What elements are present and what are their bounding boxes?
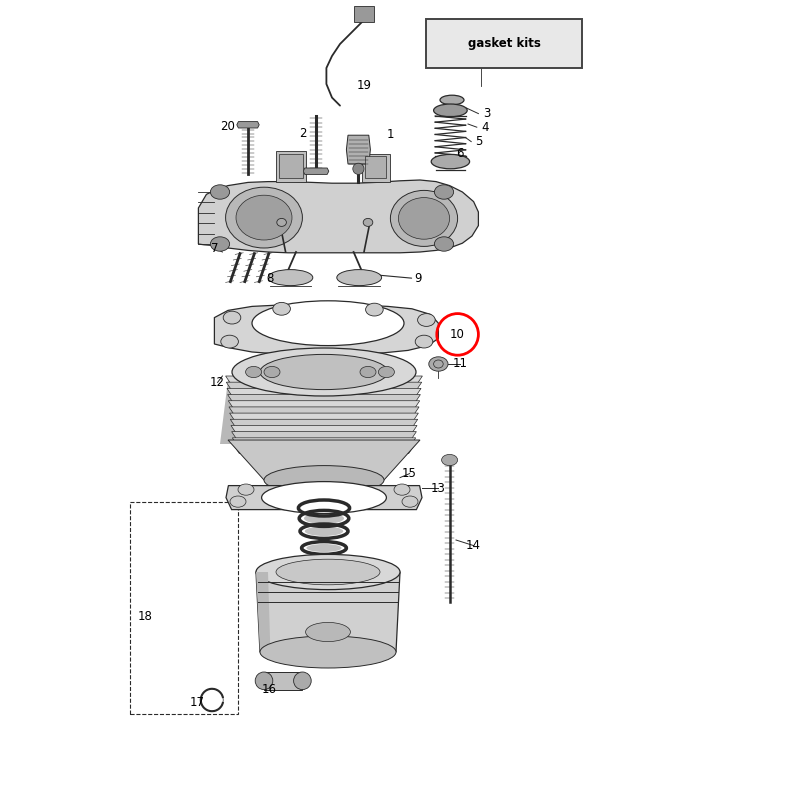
Text: 10: 10 <box>450 328 465 341</box>
Ellipse shape <box>238 484 254 495</box>
Ellipse shape <box>304 513 344 524</box>
Ellipse shape <box>256 554 400 590</box>
Ellipse shape <box>353 163 364 174</box>
Polygon shape <box>233 444 415 454</box>
Polygon shape <box>228 440 420 480</box>
Ellipse shape <box>306 622 350 642</box>
Ellipse shape <box>360 366 376 378</box>
Ellipse shape <box>230 496 246 507</box>
FancyBboxPatch shape <box>426 19 582 68</box>
Ellipse shape <box>394 484 410 495</box>
Ellipse shape <box>210 237 230 251</box>
Ellipse shape <box>434 104 467 117</box>
Ellipse shape <box>252 301 404 346</box>
Ellipse shape <box>363 218 373 226</box>
Polygon shape <box>227 388 421 398</box>
Ellipse shape <box>337 270 382 286</box>
Ellipse shape <box>440 95 464 105</box>
Text: 15: 15 <box>402 467 417 480</box>
Text: 14: 14 <box>466 539 481 552</box>
Polygon shape <box>220 380 244 444</box>
Text: 8: 8 <box>266 272 274 285</box>
Text: 19: 19 <box>357 79 371 92</box>
Text: 7: 7 <box>210 242 218 254</box>
Bar <box>354 6 374 22</box>
Text: 18: 18 <box>138 610 153 622</box>
Text: 17: 17 <box>190 696 205 709</box>
Bar <box>279 154 303 178</box>
Ellipse shape <box>378 366 394 378</box>
Ellipse shape <box>232 348 416 396</box>
Ellipse shape <box>246 366 262 378</box>
Ellipse shape <box>402 496 418 507</box>
Bar <box>362 154 390 182</box>
Polygon shape <box>303 168 329 174</box>
Text: 3: 3 <box>482 107 490 120</box>
Ellipse shape <box>429 357 448 371</box>
Polygon shape <box>226 486 422 510</box>
Polygon shape <box>256 572 270 652</box>
Polygon shape <box>226 382 422 392</box>
Ellipse shape <box>431 154 470 169</box>
Polygon shape <box>214 304 438 355</box>
Polygon shape <box>237 122 259 128</box>
Ellipse shape <box>276 559 380 585</box>
Ellipse shape <box>262 482 386 514</box>
Bar <box>130 502 238 714</box>
Polygon shape <box>230 419 418 429</box>
Polygon shape <box>228 401 420 410</box>
Text: 12: 12 <box>210 376 225 389</box>
Ellipse shape <box>264 466 384 494</box>
Bar <box>264 672 302 690</box>
Ellipse shape <box>226 187 302 248</box>
Ellipse shape <box>418 314 435 326</box>
Ellipse shape <box>306 544 342 552</box>
Ellipse shape <box>260 636 396 668</box>
Ellipse shape <box>210 185 230 199</box>
Polygon shape <box>346 135 370 164</box>
Ellipse shape <box>305 526 343 536</box>
Ellipse shape <box>303 502 345 514</box>
Text: 9: 9 <box>414 272 422 285</box>
Polygon shape <box>256 572 400 652</box>
Ellipse shape <box>294 672 311 690</box>
Bar <box>276 151 306 182</box>
Ellipse shape <box>255 672 273 690</box>
Polygon shape <box>232 432 416 442</box>
Polygon shape <box>198 180 478 253</box>
Ellipse shape <box>366 303 383 316</box>
Ellipse shape <box>442 454 458 466</box>
Ellipse shape <box>260 354 388 390</box>
Text: 6: 6 <box>456 147 464 160</box>
Polygon shape <box>230 413 418 422</box>
Bar <box>365 156 386 178</box>
Ellipse shape <box>264 366 280 378</box>
Text: 1: 1 <box>386 128 394 141</box>
Ellipse shape <box>273 302 290 315</box>
Ellipse shape <box>221 335 238 348</box>
Ellipse shape <box>223 311 241 324</box>
Text: 20: 20 <box>221 120 235 133</box>
Text: 4: 4 <box>481 121 489 134</box>
Ellipse shape <box>390 190 458 246</box>
Ellipse shape <box>434 185 454 199</box>
Text: 2: 2 <box>298 127 306 140</box>
Text: 11: 11 <box>453 358 467 370</box>
Polygon shape <box>228 394 420 404</box>
Ellipse shape <box>415 335 433 348</box>
Ellipse shape <box>236 195 292 240</box>
Polygon shape <box>229 407 419 417</box>
Polygon shape <box>232 438 416 447</box>
Ellipse shape <box>277 218 286 226</box>
Polygon shape <box>231 426 417 435</box>
Ellipse shape <box>398 198 450 239</box>
Text: 5: 5 <box>475 135 483 148</box>
Ellipse shape <box>434 237 454 251</box>
Text: 16: 16 <box>262 683 277 696</box>
Polygon shape <box>226 376 422 386</box>
Text: gasket kits: gasket kits <box>467 37 541 50</box>
Text: 13: 13 <box>431 482 446 494</box>
Ellipse shape <box>268 270 313 286</box>
